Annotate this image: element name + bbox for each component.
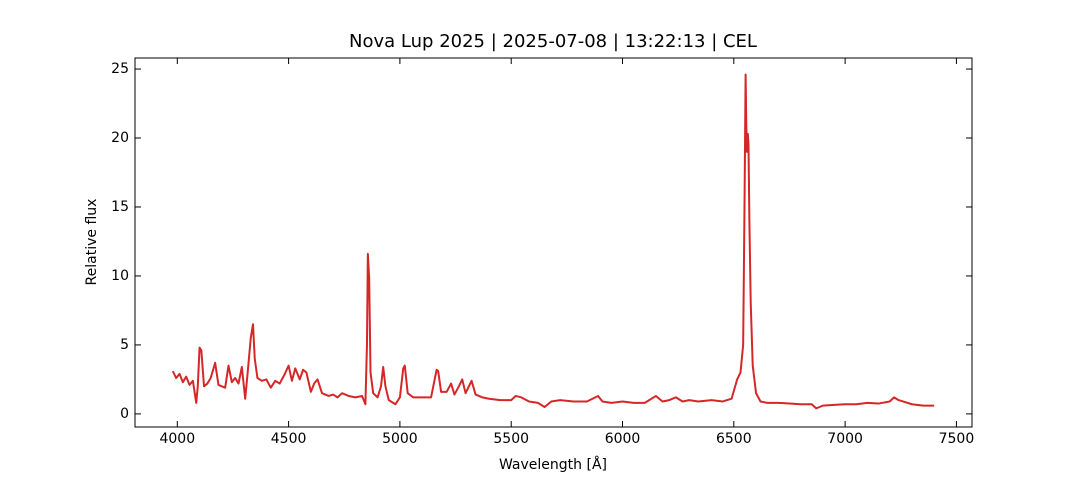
- x-tick-label: 7500: [939, 431, 975, 447]
- chart-title: Nova Lup 2025 | 2025-07-08 | 13:22:13 | …: [349, 31, 757, 52]
- x-tick-label: 6500: [716, 431, 752, 447]
- x-axis-label: Wavelength [Å]: [499, 456, 607, 473]
- x-tick-label: 5500: [493, 431, 529, 447]
- spectrum-line: [171, 73, 935, 410]
- x-tick-label: 7000: [827, 431, 863, 447]
- y-tick-label: 0: [120, 406, 129, 422]
- y-tick-label: 20: [111, 130, 129, 146]
- y-tick-label: 15: [111, 199, 129, 215]
- y-tick-label: 5: [120, 337, 129, 353]
- x-tick-label: 4500: [271, 431, 307, 447]
- x-tick-label: 4000: [159, 431, 195, 447]
- y-axis-label: Relative flux: [84, 199, 100, 286]
- y-tick-label: 25: [111, 61, 129, 77]
- plot-frame: [134, 57, 973, 428]
- y-tick-label: 10: [111, 268, 129, 284]
- x-tick-label: 6000: [605, 431, 641, 447]
- x-tick-label: 5000: [382, 431, 418, 447]
